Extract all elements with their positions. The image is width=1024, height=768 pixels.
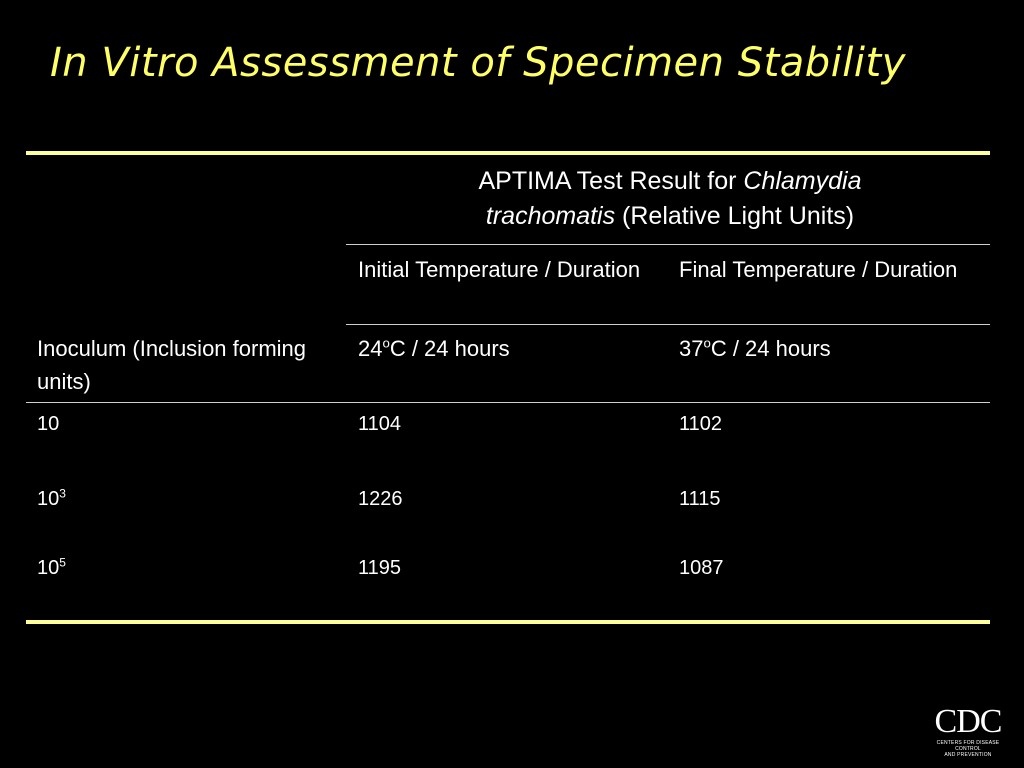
cdc-logo-subtext-2: AND PREVENTION bbox=[944, 752, 992, 758]
header-final: Final Temperature / Duration bbox=[679, 257, 958, 282]
table-row: 105 bbox=[37, 555, 66, 579]
header-divider bbox=[346, 244, 990, 245]
row-initial-value: 1104 bbox=[358, 413, 402, 435]
header-bottom-divider bbox=[26, 402, 990, 403]
final-condition: 37oC / 24 hours bbox=[679, 335, 831, 361]
header-organism-species: trachomatis bbox=[485, 201, 616, 230]
table-row: 10 bbox=[37, 413, 60, 435]
slide-title: In Vitro Assessment of Specimen Stabilit… bbox=[50, 40, 906, 86]
cdc-logo-text: CDC bbox=[934, 703, 1003, 740]
subheader-divider bbox=[346, 324, 990, 325]
table-top-rule bbox=[26, 151, 990, 155]
table-main-header: APTIMA Test Result for Chlamydia trachom… bbox=[350, 164, 990, 233]
table-row: 103 bbox=[37, 486, 66, 510]
table-bottom-rule bbox=[26, 620, 990, 624]
row-initial-value: 1195 bbox=[358, 557, 402, 579]
row-final-value: 1102 bbox=[679, 413, 723, 435]
row-final-value: 1087 bbox=[679, 557, 724, 579]
header-initial: Initial Temperature / Duration bbox=[358, 257, 641, 282]
header-inoculum: Inoculum (Inclusion forming units) bbox=[37, 336, 307, 394]
header-prefix: APTIMA Test Result for bbox=[478, 167, 744, 195]
cdc-logo: CDC CENTERS FOR DISEASE CONTROL AND PREV… bbox=[926, 703, 1010, 759]
row-initial-value: 1226 bbox=[358, 488, 403, 510]
initial-condition: 24oC / 24 hours bbox=[358, 335, 510, 361]
header-organism-genus: Chlamydia bbox=[743, 167, 862, 195]
header-suffix: (Relative Light Units) bbox=[615, 201, 855, 230]
row-final-value: 1115 bbox=[679, 488, 721, 510]
cdc-logo-subtext-1: CENTERS FOR DISEASE CONTROL bbox=[936, 740, 1000, 752]
